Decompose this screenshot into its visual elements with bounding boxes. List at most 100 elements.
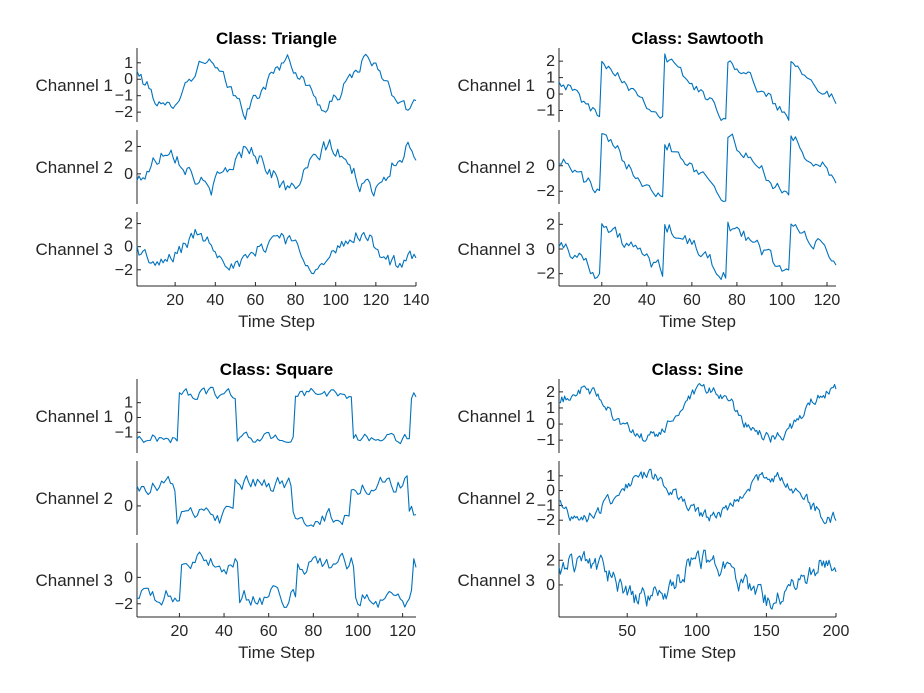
x-axis-label: Time Step xyxy=(659,643,736,662)
series-line xyxy=(136,475,417,527)
channel-label: Channel 1 xyxy=(35,76,113,95)
y-tick-label: 0 xyxy=(546,241,555,258)
series-line xyxy=(136,228,417,275)
x-axis-label: Time Step xyxy=(659,312,736,331)
y-tick-label: −2 xyxy=(115,262,133,279)
y-tick-label: 2 xyxy=(546,384,555,401)
x-tick-label: 120 xyxy=(814,292,841,309)
y-tick-label: 2 xyxy=(546,552,555,569)
y-tick-label: 0 xyxy=(546,483,555,500)
subplot-title: Class: Square xyxy=(220,360,333,379)
x-tick-label: 40 xyxy=(206,292,224,309)
y-tick-label: 0 xyxy=(124,166,133,183)
series-line xyxy=(136,386,417,445)
y-tick-label: −1 xyxy=(537,432,555,449)
x-tick-label: 20 xyxy=(171,623,189,640)
channel-axes-3: 2 0 Channel 3 xyxy=(457,543,837,618)
y-tick-label: −1 xyxy=(537,102,555,119)
y-tick-label: 0 xyxy=(124,569,133,586)
x-tick-label: 80 xyxy=(728,292,746,309)
y-tick-label: −2 xyxy=(115,596,133,613)
y-tick-label: −2 xyxy=(537,183,555,200)
y-tick-label: −1 xyxy=(115,88,133,105)
x-tick-label: 100 xyxy=(322,292,349,309)
channel-axes-2: 0 Channel 2 xyxy=(35,461,417,535)
x-tick-label: 80 xyxy=(287,292,305,309)
channel-label: Channel 2 xyxy=(457,489,535,508)
y-tick-label: 0 xyxy=(124,71,133,88)
x-tick-label: 80 xyxy=(304,623,322,640)
x-tick-label: 120 xyxy=(389,623,416,640)
y-tick-label: 2 xyxy=(124,216,133,233)
y-tick-label: −2 xyxy=(115,104,133,121)
y-tick-label: 0 xyxy=(546,158,555,175)
y-tick-label: 2 xyxy=(546,216,555,233)
y-tick-label: −1 xyxy=(115,424,133,441)
x-tick-label: 50 xyxy=(618,623,636,640)
channel-label: Channel 3 xyxy=(457,571,535,590)
x-tick-label: 40 xyxy=(638,292,656,309)
y-tick-label: 1 xyxy=(546,70,555,87)
y-tick-label: 0 xyxy=(546,577,555,594)
channel-label: Channel 2 xyxy=(35,489,113,508)
y-tick-label: 1 xyxy=(124,395,133,412)
channel-label: Channel 1 xyxy=(35,407,113,426)
x-axis-label: Time Step xyxy=(238,643,315,662)
channel-label: Channel 3 xyxy=(35,571,113,590)
y-tick-label: 0 xyxy=(124,409,133,426)
x-tick-label: 20 xyxy=(593,292,611,309)
series-line xyxy=(558,133,837,203)
x-tick-label: 100 xyxy=(345,623,372,640)
x-tick-label: 20 xyxy=(166,292,184,309)
x-tick-label: 60 xyxy=(683,292,701,309)
x-tick-label: 150 xyxy=(753,623,780,640)
subplot-title: Class: Sine xyxy=(652,360,744,379)
x-tick-label: 120 xyxy=(363,292,390,309)
series-line xyxy=(136,53,417,120)
y-tick-label: 1 xyxy=(546,468,555,485)
y-tick-label: −1 xyxy=(537,497,555,514)
y-tick-label: −2 xyxy=(537,512,555,529)
y-tick-label: 0 xyxy=(546,416,555,433)
x-tick-label: 100 xyxy=(769,292,796,309)
subplot-title: Class: Sawtooth xyxy=(631,29,763,48)
y-tick-label: 2 xyxy=(124,138,133,155)
x-tick-label: 100 xyxy=(683,623,710,640)
series-line xyxy=(558,53,837,121)
channel-label: Channel 2 xyxy=(457,158,535,177)
x-tick-label: 60 xyxy=(260,623,278,640)
y-tick-label: 2 xyxy=(546,53,555,70)
channel-label: Channel 1 xyxy=(457,76,535,95)
channel-label: Channel 3 xyxy=(457,240,535,259)
subplot-title: Class: Triangle xyxy=(216,29,337,48)
x-tick-label: 200 xyxy=(823,623,850,640)
x-tick-label: 140 xyxy=(403,292,430,309)
x-tick-label: 60 xyxy=(247,292,265,309)
x-tick-label: 40 xyxy=(215,623,233,640)
series-line xyxy=(558,383,837,443)
y-tick-label: 0 xyxy=(546,86,555,103)
series-line xyxy=(136,139,417,197)
x-axis-label: Time Step xyxy=(238,312,315,331)
channel-label: Channel 3 xyxy=(35,240,113,259)
y-tick-label: −2 xyxy=(537,266,555,283)
channel-axes-2: 2 0 Channel 2 xyxy=(35,130,417,204)
y-tick-label: 0 xyxy=(124,239,133,256)
channel-label: Channel 1 xyxy=(457,407,535,426)
series-line xyxy=(558,221,837,281)
y-tick-label: 1 xyxy=(124,55,133,72)
y-tick-label: 0 xyxy=(124,498,133,515)
